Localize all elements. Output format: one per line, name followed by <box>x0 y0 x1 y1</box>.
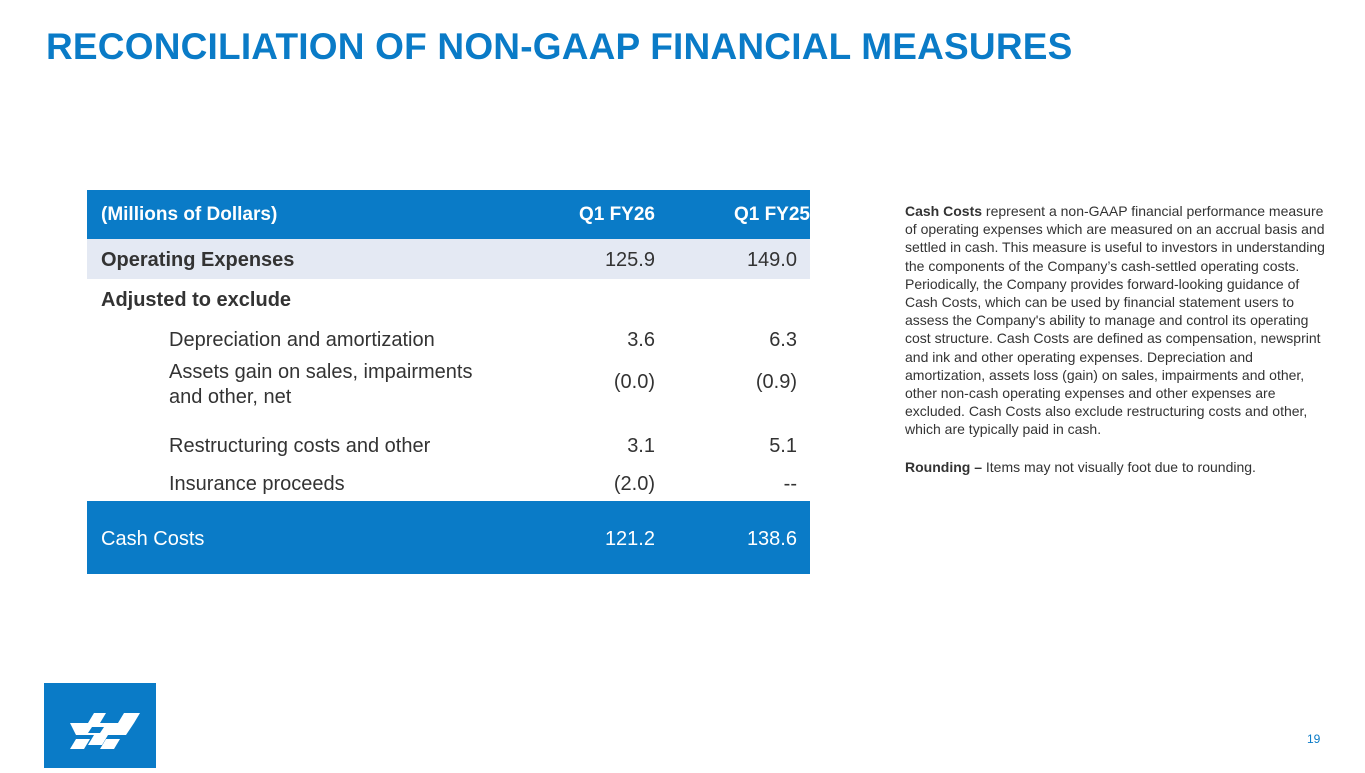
cash-costs-text: represent a non-GAAP financial performan… <box>905 203 1325 438</box>
row-value-q1-fy25: 149.0 <box>746 249 797 271</box>
table-row-adjusted-heading: Adjusted to exclude <box>87 279 810 319</box>
rounding-note: Rounding – Items may not visually foot d… <box>905 458 1330 476</box>
page-number: 19 <box>1307 732 1321 746</box>
table-row: Insurance proceeds (2.0) -- <box>87 465 810 501</box>
row-value-q1-fy26: (2.0) <box>613 473 655 495</box>
row-label: Assets gain on sales, impairments and ot… <box>169 361 473 408</box>
row-value-q1-fy26: 125.9 <box>604 249 655 271</box>
row-label: Adjusted to exclude <box>101 289 292 311</box>
header-q1-fy26: Q1 FY26 <box>578 204 655 225</box>
row-label: Depreciation and amortization <box>169 329 435 351</box>
row-value-q1-fy26: 121.2 <box>604 528 655 550</box>
row-value-q1-fy26: (0.0) <box>613 371 655 393</box>
row-label: Cash Costs <box>101 528 205 550</box>
row-label: Restructuring costs and other <box>169 435 431 457</box>
rounding-term: Rounding – <box>905 458 982 475</box>
header-units-label: (Millions of Dollars) <box>101 204 278 225</box>
company-logo-icon <box>70 713 140 749</box>
table-row: Assets gain on sales, impairments and ot… <box>87 359 810 425</box>
header-q1-fy25: Q1 FY25 <box>733 204 810 225</box>
company-logo <box>44 683 156 768</box>
table-row-operating-expenses: Operating Expenses 125.9 149.0 <box>87 239 810 279</box>
cash-costs-definition: Cash Costs represent a non-GAAP financia… <box>905 202 1330 439</box>
row-value-q1-fy25: 5.1 <box>769 435 797 457</box>
table-header-row: (Millions of Dollars) Q1 FY26 Q1 FY25 <box>87 190 810 239</box>
row-value-q1-fy25: 138.6 <box>746 528 797 550</box>
row-label: Insurance proceeds <box>169 473 345 495</box>
row-value-q1-fy26: 3.1 <box>627 435 655 457</box>
cash-costs-term: Cash Costs <box>905 203 983 219</box>
row-value-q1-fy25: 6.3 <box>769 329 797 351</box>
table-row: Restructuring costs and other 3.1 5.1 <box>87 425 810 465</box>
rounding-text: Items may not visually foot due to round… <box>982 458 1256 475</box>
reconciliation-table: (Millions of Dollars) Q1 FY26 Q1 FY25 Op… <box>87 190 810 574</box>
table-row: Depreciation and amortization 3.6 6.3 <box>87 319 810 359</box>
row-value-q1-fy26: 3.6 <box>627 329 655 351</box>
row-value-q1-fy25: (0.9) <box>755 371 797 393</box>
definition-notes: Cash Costs represent a non-GAAP financia… <box>905 202 1330 476</box>
page-title: RECONCILIATION OF NON-GAAP FINANCIAL MEA… <box>46 26 1073 67</box>
table-row-cash-costs-total: Cash Costs 121.2 138.6 <box>87 501 810 574</box>
row-label: Operating Expenses <box>101 249 295 271</box>
row-value-q1-fy25: -- <box>783 473 797 495</box>
